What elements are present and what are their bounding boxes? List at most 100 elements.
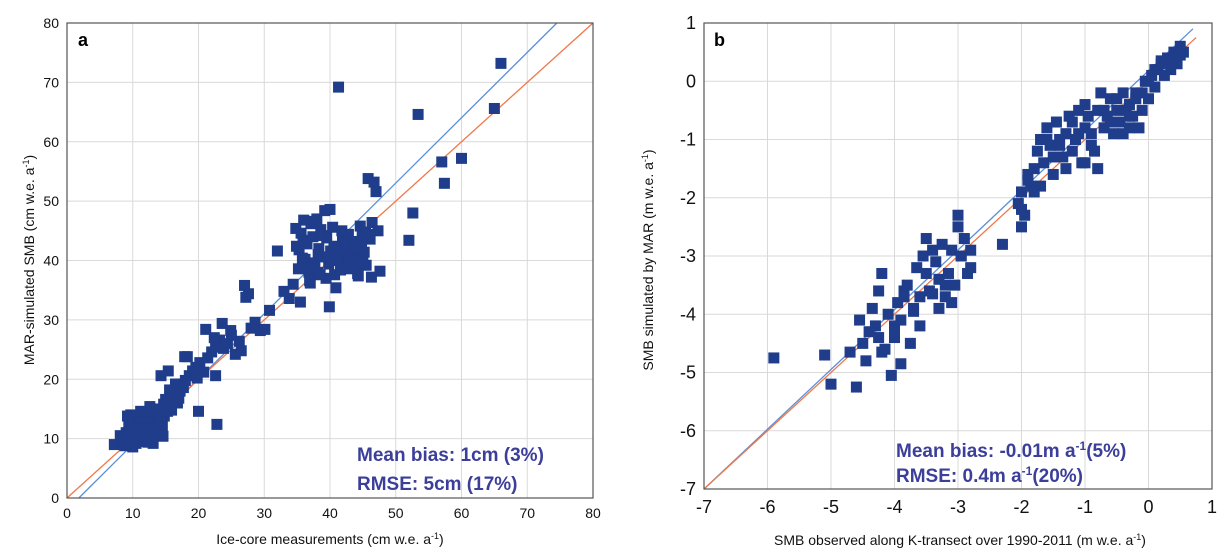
data-point bbox=[854, 314, 866, 326]
data-point bbox=[144, 401, 156, 413]
data-point bbox=[1082, 110, 1094, 122]
data-point bbox=[920, 267, 932, 279]
data-point bbox=[1158, 69, 1170, 81]
x-tick-label: 10 bbox=[125, 505, 141, 521]
data-point bbox=[259, 323, 271, 335]
data-point bbox=[150, 427, 162, 439]
data-point bbox=[366, 217, 378, 228]
annotation-mean-bias-b: Mean bias: -0.01m a-1(5%) bbox=[896, 439, 1126, 462]
data-point bbox=[358, 246, 370, 258]
data-point bbox=[229, 348, 241, 360]
data-point bbox=[933, 302, 945, 314]
x-tick-label: 60 bbox=[454, 505, 470, 521]
data-point bbox=[1035, 134, 1047, 145]
data-point bbox=[1143, 93, 1154, 105]
data-point bbox=[314, 269, 326, 281]
data-point bbox=[127, 441, 139, 453]
data-point bbox=[307, 231, 319, 243]
data-point bbox=[1012, 198, 1024, 210]
data-point bbox=[123, 433, 135, 445]
data-point bbox=[1114, 116, 1126, 128]
data-point bbox=[312, 249, 324, 261]
data-point bbox=[1104, 116, 1116, 128]
y-tick-label: 80 bbox=[43, 15, 59, 31]
x-tick-label: 50 bbox=[388, 505, 404, 521]
data-point bbox=[121, 410, 133, 422]
x-tick-label: 70 bbox=[519, 505, 535, 521]
data-point bbox=[157, 430, 169, 442]
data-point bbox=[965, 244, 977, 256]
x-tick-label: 0 bbox=[1143, 497, 1153, 517]
y-tick-label: 0 bbox=[51, 490, 59, 506]
data-point bbox=[356, 239, 368, 251]
data-point bbox=[1054, 134, 1066, 145]
data-point bbox=[1022, 168, 1034, 180]
data-point bbox=[456, 152, 467, 164]
y-tick-label: 50 bbox=[43, 193, 59, 209]
data-point bbox=[1168, 52, 1180, 64]
data-point bbox=[202, 352, 214, 364]
data-point bbox=[1054, 139, 1066, 151]
data-point bbox=[876, 346, 888, 358]
x-tick-label: -3 bbox=[950, 497, 966, 517]
data-point bbox=[1162, 52, 1174, 64]
x-axis-label-a: Ice-core measurements (cm w.e. a-1) bbox=[216, 531, 443, 547]
data-point bbox=[372, 225, 384, 237]
data-point bbox=[1079, 122, 1091, 134]
data-point bbox=[370, 186, 382, 198]
data-point bbox=[169, 378, 181, 390]
data-point bbox=[1016, 203, 1027, 215]
y-tick-label: -1 bbox=[680, 130, 696, 150]
panel-b: -7 -6 -5 -4 -3 -2 -1 0 1 -7 -6 -5 -4 -3 -2 -1 0 1 b Mean… bbox=[640, 13, 1217, 548]
data-point bbox=[1171, 58, 1183, 70]
data-point bbox=[133, 417, 145, 429]
data-point bbox=[235, 345, 247, 357]
data-point bbox=[331, 253, 343, 265]
data-point bbox=[210, 370, 222, 382]
data-point bbox=[768, 352, 780, 364]
data-point bbox=[1022, 174, 1034, 186]
data-point bbox=[962, 267, 974, 279]
data-point bbox=[908, 305, 920, 317]
y-tick-label: -3 bbox=[680, 246, 696, 266]
data-point bbox=[283, 293, 295, 304]
y-tick-label: 0 bbox=[686, 71, 696, 91]
data-point bbox=[140, 412, 152, 424]
data-point bbox=[329, 269, 341, 281]
data-point bbox=[914, 291, 926, 303]
data-point bbox=[930, 256, 942, 268]
data-point bbox=[1066, 145, 1078, 157]
data-point bbox=[412, 108, 424, 120]
y-tick-label: -7 bbox=[680, 479, 696, 499]
data-point bbox=[1149, 81, 1161, 93]
data-point bbox=[344, 260, 356, 272]
data-point bbox=[882, 308, 894, 320]
data-point bbox=[294, 296, 306, 308]
data-point bbox=[322, 251, 334, 263]
y-tick-label: -4 bbox=[680, 304, 696, 324]
data-point bbox=[1168, 46, 1180, 58]
data-point bbox=[885, 369, 897, 381]
data-point bbox=[158, 398, 170, 410]
data-point bbox=[211, 418, 223, 430]
data-point bbox=[873, 285, 885, 297]
data-point bbox=[287, 278, 299, 290]
data-point bbox=[403, 234, 415, 246]
y-tick-label: 1 bbox=[686, 13, 696, 33]
data-point bbox=[119, 440, 131, 452]
data-point bbox=[330, 282, 342, 294]
data-point bbox=[1031, 145, 1043, 157]
annotation-rmse-b: RMSE: 0.4m a-1(20%) bbox=[896, 464, 1083, 487]
data-point bbox=[1028, 163, 1040, 175]
data-point bbox=[1162, 58, 1174, 70]
x-tick-label: 40 bbox=[322, 505, 338, 521]
data-point bbox=[134, 411, 146, 423]
data-point bbox=[249, 316, 261, 328]
data-point bbox=[162, 405, 174, 417]
data-point bbox=[138, 428, 150, 440]
panel-label-b: b bbox=[714, 30, 725, 50]
data-point bbox=[1149, 64, 1161, 76]
y-tick-label: -2 bbox=[680, 188, 696, 208]
data-point bbox=[952, 221, 964, 233]
